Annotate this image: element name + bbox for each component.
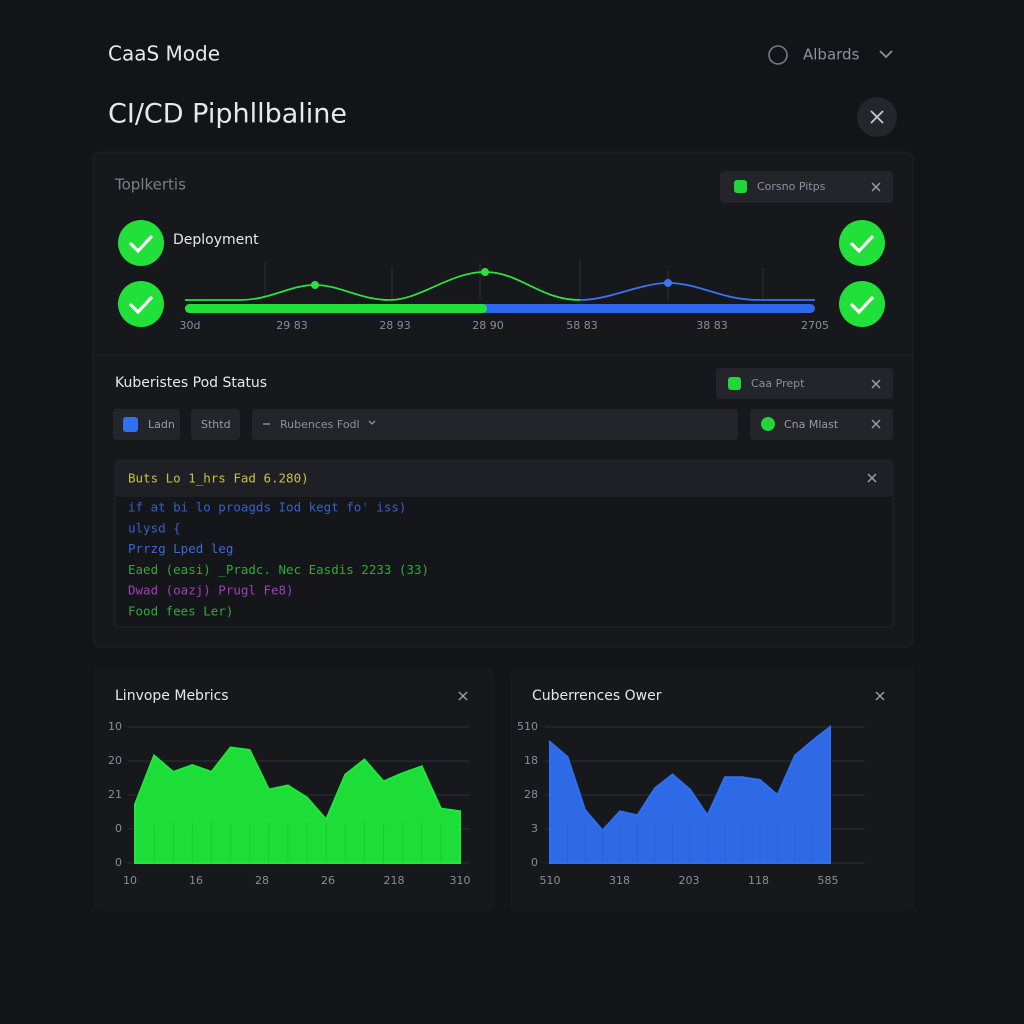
chart-close[interactable]: [875, 691, 885, 701]
y-tick-label: 20: [108, 754, 122, 767]
badge-close[interactable]: [871, 379, 881, 389]
status-close[interactable]: [871, 419, 881, 429]
filter-label: Sthtd: [201, 418, 231, 431]
x-tick-label: 10: [123, 874, 137, 887]
log-line: Food fees Ler): [128, 604, 233, 619]
x-tick-label: 510: [540, 874, 561, 887]
check: [118, 220, 164, 266]
y-tick-label: 3: [531, 822, 538, 835]
x-tick-label: 203: [679, 874, 700, 887]
check: [839, 281, 885, 327]
user-name[interactable]: Albards: [803, 46, 860, 64]
filter-label: Ladn: [148, 418, 175, 431]
timeline-tick: 58 83: [566, 319, 598, 332]
log-header-bar: [115, 460, 893, 497]
y-tick-label: 28: [524, 788, 538, 801]
x-tick-label: 218: [384, 874, 405, 887]
x-tick-label: 118: [748, 874, 769, 887]
pipeline-badge[interactable]: [720, 171, 893, 203]
x-tick-label: 26: [321, 874, 335, 887]
x-tick-label: 16: [189, 874, 203, 887]
x-tick-label: 585: [818, 874, 839, 887]
progress-fill: [185, 304, 487, 313]
check-marks: [128, 234, 875, 315]
timeline-tick: 29 83: [276, 319, 308, 332]
close-icon: [870, 110, 884, 124]
search-chevron: [368, 420, 376, 425]
user-menu-chevron[interactable]: [879, 50, 893, 59]
y-tick-label: 21: [108, 788, 122, 801]
y-tick-label: 0: [115, 822, 122, 835]
timeline-ticks: 30d 29 83 28 93 28 90 58 83 38 83 2705: [180, 319, 829, 332]
y-tick-label: 0: [115, 856, 122, 869]
timeline-dot: [311, 281, 319, 289]
check: [839, 220, 885, 266]
filter-checkbox[interactable]: [123, 417, 138, 432]
status-chip[interactable]: [750, 409, 893, 440]
timeline-tick: 38 83: [696, 319, 728, 332]
timeline-tick: 2705: [801, 319, 829, 332]
user-icon[interactable]: [768, 45, 788, 65]
log-line: if at bi lo proagds Iod kegt fo' iss): [128, 500, 406, 515]
timeline-tick: 30d: [180, 319, 201, 332]
log-lines: if at bi lo proagds Iod kegt fo' iss) uly…: [128, 500, 429, 619]
status-dot: [761, 417, 775, 431]
badge-label: Corsno Pitps: [757, 180, 826, 193]
search-field[interactable]: [252, 409, 738, 440]
chart-title: Linvope Mebrics: [115, 688, 229, 704]
y-tick-label: 0: [531, 856, 538, 869]
badge-icon: [734, 180, 747, 193]
stage-label: Deployment: [173, 232, 259, 248]
status-checks: [118, 220, 885, 327]
x-tick-label: 310: [450, 874, 471, 887]
area: [134, 746, 461, 864]
area: [549, 724, 831, 864]
badge-label: Caa Prept: [751, 377, 805, 390]
app-name: CaaS Mode: [108, 42, 220, 66]
timeline-grid: [264, 260, 764, 300]
log-line: Prrzg Lped leg: [128, 541, 233, 556]
chart-close[interactable]: [458, 691, 468, 701]
search-text: Rubences Fodl: [280, 418, 360, 431]
log-close[interactable]: [867, 473, 877, 483]
badge-close[interactable]: [871, 182, 881, 192]
y-tick-label: 510: [517, 720, 538, 733]
check: [118, 281, 164, 327]
log-line: ulysd {: [128, 520, 181, 535]
y-tick-label: 18: [524, 754, 538, 767]
log-line: Eaed (easi) _Pradc. Nec Easdis 2233 (33): [128, 562, 429, 577]
timeline-tick: 28 93: [379, 319, 411, 332]
log-header: Buts Lo 1_hrs Fad 6.280): [128, 471, 309, 486]
filter-chip[interactable]: [191, 409, 240, 440]
timeline-dot: [481, 268, 489, 276]
log-line: Dwad (oazj) Prugl Fe8): [128, 583, 294, 598]
timeline-tick: 28 90: [472, 319, 504, 332]
chart-title: Cuberrences Ower: [532, 688, 662, 704]
badge-icon: [728, 377, 741, 390]
timeline-dot: [664, 279, 672, 287]
pipeline-title: Toplkertis: [114, 176, 186, 194]
status-label: Cna Mlast: [784, 418, 839, 431]
y-tick-label: 10: [108, 720, 122, 733]
filter-chip[interactable]: [113, 409, 180, 440]
timeline-wave: [185, 271, 581, 301]
pods-title: Kuberistes Pod Status: [115, 375, 267, 391]
pipeline-timeline: [185, 260, 815, 313]
x-tick-label: 28: [255, 874, 269, 887]
x-tick-label: 318: [609, 874, 630, 887]
pods-badge[interactable]: [716, 368, 893, 399]
page-title: CI/CD Piphllbaline: [108, 99, 347, 130]
